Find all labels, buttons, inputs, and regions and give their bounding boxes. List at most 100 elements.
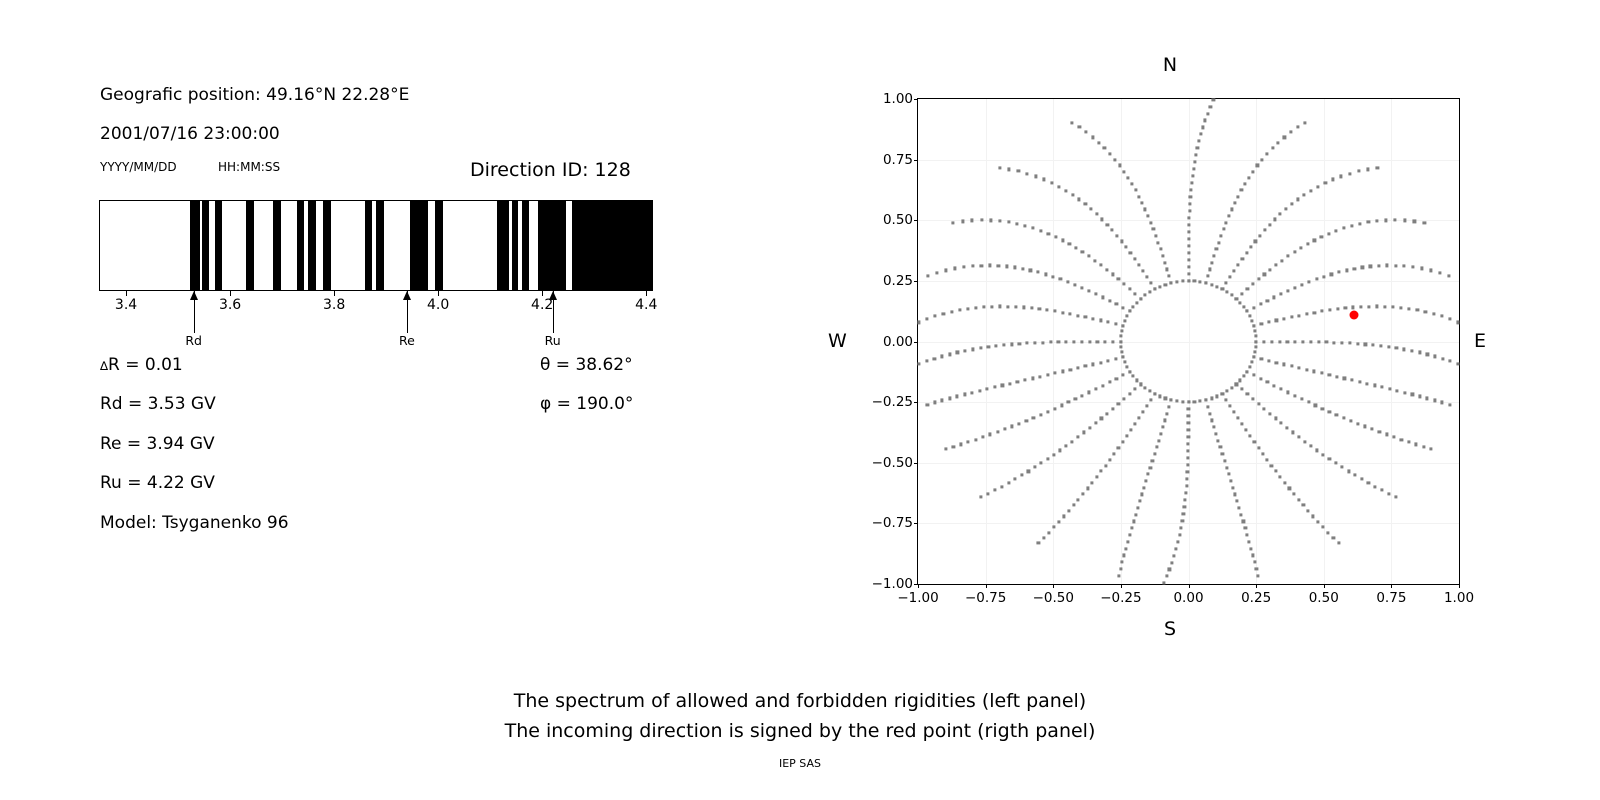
direction-dot — [1137, 194, 1141, 199]
direction-dot — [1410, 349, 1414, 353]
direction-dot — [1438, 271, 1442, 275]
direction-dot — [974, 437, 978, 442]
direction-dot — [1000, 484, 1004, 489]
direction-dot — [1334, 413, 1339, 417]
direction-dot — [1165, 411, 1169, 416]
direction-dot — [1230, 293, 1234, 297]
x-tick-mark — [1391, 584, 1393, 588]
direction-dot — [1206, 405, 1210, 409]
direction-dot — [958, 308, 962, 312]
direction-dot — [1062, 514, 1066, 518]
direction-dot — [1255, 163, 1260, 168]
direction-dot — [1347, 469, 1351, 473]
figure-caption: The spectrum of allowed and forbidden ri… — [0, 686, 1600, 746]
y-tick-label: 0.25 — [882, 272, 913, 289]
direction-dot — [1148, 389, 1152, 393]
direction-dot — [1045, 410, 1050, 414]
direction-dot — [959, 442, 963, 446]
direction-dot — [1024, 419, 1028, 423]
rigidity-marker-ru-arrow-icon — [548, 291, 557, 333]
direction-dot — [1282, 135, 1286, 139]
direction-dot — [963, 349, 967, 353]
direction-dot — [1081, 492, 1085, 496]
y-tick-mark — [914, 523, 918, 525]
direction-dot — [1306, 509, 1310, 513]
direction-dot — [1082, 430, 1086, 435]
y-tick-label: −0.25 — [871, 394, 913, 411]
direction-dot — [1293, 286, 1297, 290]
direction-dot — [1393, 218, 1397, 222]
direction-dot — [1278, 212, 1282, 216]
direction-dot — [1053, 371, 1057, 375]
direction-dot — [1047, 531, 1051, 535]
direction-dot — [1283, 481, 1287, 485]
direction-dot — [1110, 228, 1114, 232]
direction-dot — [1225, 290, 1229, 294]
direction-dot — [1038, 413, 1043, 417]
direction-dot — [1306, 242, 1310, 246]
direction-dot — [1220, 452, 1225, 456]
direction-dot — [1125, 434, 1129, 438]
direction-dot — [985, 387, 989, 391]
direction-dot — [1239, 513, 1243, 517]
direction-dot — [925, 317, 929, 321]
direction-dot — [1144, 479, 1148, 483]
direction-dot — [1046, 373, 1050, 377]
direction-dot — [1116, 277, 1120, 281]
direction-dot — [1077, 125, 1081, 129]
direction-dot — [948, 352, 952, 356]
direction-dot — [1265, 458, 1269, 462]
direction-dot — [1240, 387, 1244, 391]
direction-dot — [1240, 257, 1244, 261]
direction-dot — [1403, 390, 1407, 395]
forbidden-band — [273, 201, 281, 290]
direction-dot — [1279, 387, 1283, 391]
direction-dot — [1186, 258, 1191, 262]
direction-dot — [1227, 214, 1231, 218]
direction-dot — [1254, 567, 1259, 571]
direction-dot — [1201, 125, 1205, 129]
direction-dot — [1186, 463, 1190, 467]
time-format-hint: HH:MM:SS — [218, 160, 281, 174]
rigidity-tick-mark — [230, 291, 232, 296]
direction-dot — [1340, 341, 1344, 345]
direction-dot — [1117, 574, 1121, 578]
x-tick-label: 0.50 — [1308, 590, 1339, 606]
direction-dot — [1142, 486, 1146, 490]
direction-dot — [1353, 473, 1357, 477]
direction-dot — [1297, 435, 1301, 439]
direction-dot — [1128, 287, 1132, 291]
direction-dot — [1407, 307, 1411, 311]
direction-dot — [1312, 310, 1317, 315]
rigidity-marker-ru-label: Ru — [544, 333, 561, 348]
direction-dot — [1366, 220, 1370, 224]
direction-dot — [1261, 452, 1265, 456]
direction-dot — [1099, 469, 1103, 473]
direction-dot — [990, 305, 994, 309]
direction-dot — [1352, 267, 1356, 271]
direction-dot — [1074, 246, 1078, 250]
direction-dot — [1163, 282, 1167, 287]
direction-dot — [997, 166, 1002, 170]
direction-dot — [1289, 364, 1294, 368]
direction-dot — [1379, 344, 1383, 348]
direction-dot — [1259, 302, 1263, 306]
credit-label: IEP SAS — [778, 757, 822, 770]
direction-dot — [1050, 181, 1054, 185]
direction-dot — [1212, 425, 1216, 429]
direction-dot — [925, 403, 929, 407]
direction-dot — [1175, 280, 1179, 284]
direction-dot — [1377, 430, 1381, 434]
rigidity-tick-mark — [646, 291, 648, 296]
direction-dot — [1316, 340, 1321, 344]
direction-dot — [1402, 347, 1406, 351]
direction-dot — [1105, 412, 1109, 416]
direction-dot — [1058, 277, 1063, 281]
incoming-direction-red-point[interactable] — [1349, 310, 1358, 320]
direction-dot — [1083, 202, 1087, 206]
rd-value: Rd = 3.53 GV — [100, 394, 216, 414]
direction-dot — [1279, 292, 1283, 296]
direction-dot — [1146, 472, 1150, 476]
direction-dot — [1345, 268, 1349, 272]
direction-dot — [1141, 269, 1145, 273]
